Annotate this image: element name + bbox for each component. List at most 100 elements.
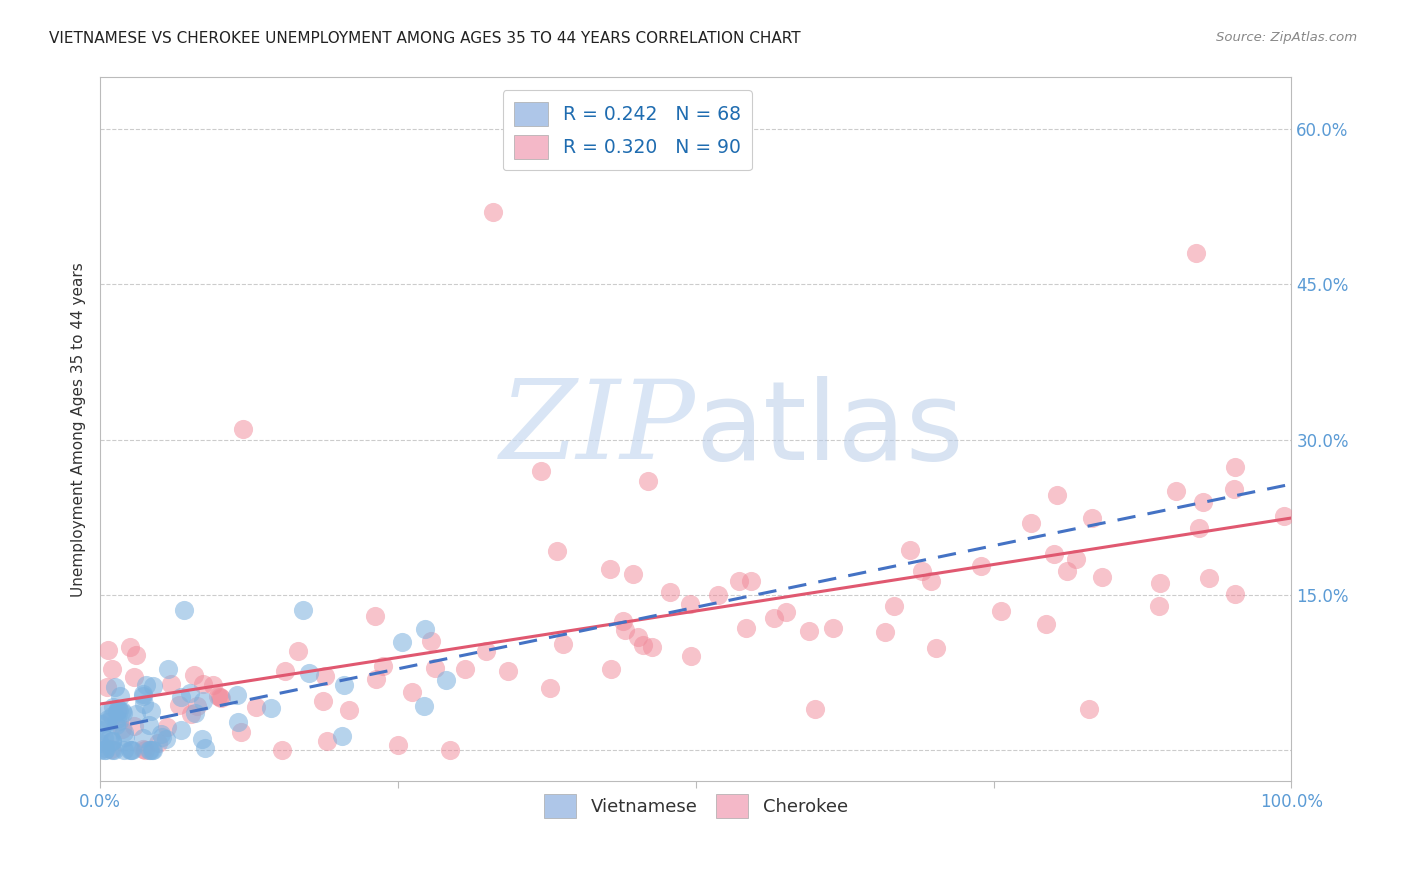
Point xyxy=(1149,599,1171,614)
Point xyxy=(173,603,195,617)
Point xyxy=(627,631,650,645)
Point xyxy=(120,743,142,757)
Point xyxy=(475,643,498,657)
Point xyxy=(132,687,155,701)
Point xyxy=(740,574,762,588)
Point xyxy=(191,677,214,691)
Point xyxy=(911,564,934,578)
Point xyxy=(332,729,354,743)
Point xyxy=(131,741,153,756)
Point xyxy=(728,574,751,589)
Point xyxy=(94,743,117,757)
Point xyxy=(298,665,321,680)
Point xyxy=(1035,617,1057,632)
Point xyxy=(260,701,283,715)
Point xyxy=(612,615,634,629)
Point xyxy=(112,743,135,757)
Point xyxy=(273,664,295,678)
Point xyxy=(454,662,477,676)
Point xyxy=(209,690,232,704)
Point xyxy=(659,584,682,599)
Point xyxy=(434,673,457,687)
Point xyxy=(138,717,160,731)
Point xyxy=(114,731,136,745)
Point xyxy=(112,725,135,739)
Point xyxy=(679,597,702,611)
Point xyxy=(155,732,177,747)
Point xyxy=(1064,552,1087,566)
Point xyxy=(142,743,165,757)
Point xyxy=(150,730,173,744)
Point xyxy=(364,672,387,686)
Point xyxy=(124,719,146,733)
Point xyxy=(1225,587,1247,601)
Point xyxy=(641,640,664,654)
Point xyxy=(156,720,179,734)
Point xyxy=(209,691,232,706)
Point xyxy=(920,574,942,589)
Point xyxy=(124,648,146,663)
Point xyxy=(104,680,127,694)
Point xyxy=(412,699,434,714)
Point xyxy=(439,743,461,757)
Point xyxy=(387,738,409,752)
Point xyxy=(179,686,201,700)
Point xyxy=(194,741,217,756)
Point xyxy=(107,703,129,717)
Point xyxy=(614,623,637,637)
Point xyxy=(1198,571,1220,585)
Text: Source: ZipAtlas.com: Source: ZipAtlas.com xyxy=(1216,31,1357,45)
Point xyxy=(138,743,160,757)
Point xyxy=(111,722,134,736)
Point xyxy=(180,707,202,722)
Point xyxy=(419,634,441,648)
Point xyxy=(184,706,207,721)
Point xyxy=(314,669,336,683)
Point xyxy=(621,567,644,582)
Point xyxy=(118,640,141,654)
Point xyxy=(101,733,124,747)
Point xyxy=(1166,484,1188,499)
Point xyxy=(100,742,122,756)
Point xyxy=(93,731,115,746)
Point xyxy=(1149,576,1171,591)
Point xyxy=(100,708,122,723)
Point xyxy=(1223,460,1246,475)
Point xyxy=(291,603,314,617)
Point xyxy=(371,659,394,673)
Point xyxy=(1192,495,1215,509)
Point xyxy=(105,718,128,732)
Point xyxy=(89,743,111,757)
Point xyxy=(97,712,120,726)
Point xyxy=(101,699,124,714)
Text: atlas: atlas xyxy=(696,376,965,483)
Point xyxy=(245,699,267,714)
Point xyxy=(207,690,229,704)
Point xyxy=(96,714,118,729)
Point xyxy=(482,205,505,219)
Point xyxy=(105,704,128,718)
Point xyxy=(93,740,115,755)
Point xyxy=(111,704,134,718)
Point xyxy=(316,734,339,748)
Point xyxy=(105,713,128,727)
Point xyxy=(538,681,561,695)
Point xyxy=(413,622,436,636)
Point xyxy=(157,662,180,676)
Point xyxy=(883,599,905,613)
Point xyxy=(1091,570,1114,584)
Point xyxy=(135,678,157,692)
Point xyxy=(100,662,122,676)
Point xyxy=(401,685,423,699)
Point xyxy=(1272,508,1295,523)
Point xyxy=(121,743,143,757)
Point xyxy=(990,604,1012,618)
Point xyxy=(600,662,623,676)
Point xyxy=(229,724,252,739)
Point xyxy=(312,694,335,708)
Point xyxy=(804,701,827,715)
Y-axis label: Unemployment Among Ages 35 to 44 years: Unemployment Among Ages 35 to 44 years xyxy=(72,262,86,597)
Point xyxy=(160,676,183,690)
Point xyxy=(193,694,215,708)
Point xyxy=(183,668,205,682)
